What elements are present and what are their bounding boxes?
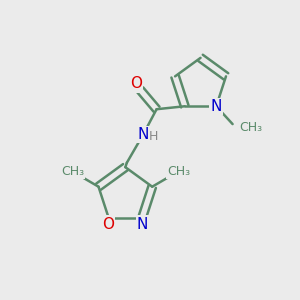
Text: N: N — [137, 217, 148, 232]
Text: N: N — [211, 99, 222, 114]
Text: H: H — [149, 130, 158, 143]
Text: CH₃: CH₃ — [239, 121, 262, 134]
Text: CH₃: CH₃ — [61, 165, 84, 178]
Text: O: O — [102, 217, 114, 232]
Text: N: N — [137, 127, 149, 142]
Text: CH₃: CH₃ — [167, 165, 190, 178]
Text: O: O — [130, 76, 142, 92]
